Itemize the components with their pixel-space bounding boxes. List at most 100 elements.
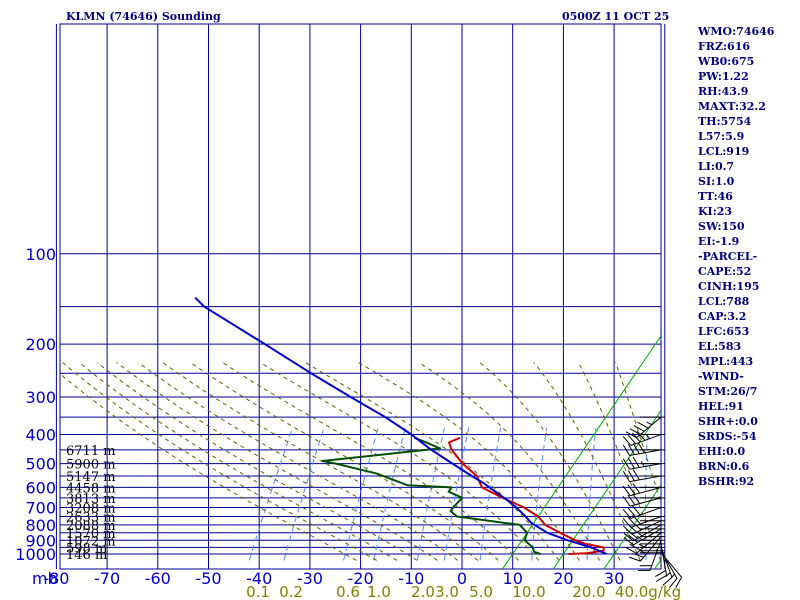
index-entry: MAXT:32.2 [698,100,766,113]
wind-barb-feather [632,483,641,494]
moist-adiabat [615,362,661,504]
wind-barb-feather [622,458,630,470]
pressure-tick-label: 900 [25,531,56,550]
wind-barb-feather [640,461,645,467]
mixing-ratio-label: 40.0g/kg [615,583,681,600]
dry-adiabat [501,335,661,569]
observation-time: 0500Z 11 OCT 25 [562,10,669,23]
temperature-tick-label: 10 [503,569,523,588]
moist-adiabat [96,362,418,561]
index-entry: KI:23 [698,205,733,218]
adiabats-and-mixing-lines [60,335,661,569]
index-entry: CAP:3.2 [698,310,747,323]
pressure-tick-label: 1000 [15,545,56,564]
dry-adiabat [603,484,661,569]
moist-adiabat [577,362,661,561]
moist-adiabat [259,361,540,561]
index-entry: WB0:675 [698,55,755,68]
temperature-tick-label: -70 [94,569,120,588]
moist-adiabat [189,361,499,561]
temperature-tick-label: -80 [43,569,69,588]
wind-barb-feather [632,443,640,454]
index-entry: FRZ:616 [698,40,751,53]
index-entry: TT:46 [698,190,733,203]
mixing-ratio-label: 2.0 [411,583,435,600]
height-label: 3813 m [66,492,116,507]
wind-barb-feather [622,436,632,446]
index-entry: PW:1.22 [698,70,749,83]
height-label: 2633 m [66,510,116,525]
wind-barb-feather [627,457,635,469]
index-entry: STM:26/7 [698,385,758,398]
wind-barb-feather [623,536,634,546]
wind-barb [630,434,662,446]
wind-barb-feather [655,569,666,577]
temperature-tick-label: -40 [246,569,272,588]
wind-barb-feather [636,525,642,531]
moist-adiabat [78,362,398,561]
dry-adiabat [552,409,661,569]
mixing-ratio-line [531,427,548,561]
temperature-tick-label: -10 [398,569,424,588]
wind-barb-feather [632,469,640,481]
wind-barb-feather [623,532,634,542]
index-entry: EL:583 [698,340,742,353]
index-entry: MPL:443 [698,355,754,368]
station-title: KLMN (74646) Sounding [66,10,221,23]
mixing-ratio-line [343,427,379,561]
mixing-ratio-line [479,427,502,561]
moist-adiabat [137,361,459,561]
wind-barb [629,486,662,497]
wind-barb-feather [669,578,678,589]
wind-barb-feather [628,556,641,562]
wind-barb-feather [627,507,637,518]
mixing-ratio-label: 0.1 [246,583,270,600]
mixing-ratio-line [283,427,325,561]
index-entry: LFC:653 [698,325,750,338]
wind-barb [633,524,662,542]
height-label: 2088 m [66,519,116,534]
wind-barb [633,528,662,546]
height-label: 3208 m [66,501,116,516]
wind-barb-feather [625,431,637,439]
wind-barb-feather [622,509,632,519]
wind-barb [636,532,662,554]
wind-barb [630,507,662,519]
index-entry: CAPE:52 [698,265,752,278]
height-label: 1072 m [66,534,116,549]
height-label: 5900 m [66,458,116,473]
index-entry: LI:0.7 [698,160,735,173]
wind-barb-feather [627,434,637,445]
index-entry: WMO:74646 [698,25,775,38]
moist-adiabat [222,361,519,561]
index-entry: TH:5754 [698,115,752,128]
wind-barb-feather [662,577,673,586]
wind-barb [629,463,662,470]
index-entry: SW:150 [698,220,745,233]
pressure-unit-label: mb [32,569,58,588]
wind-barb [636,416,662,439]
wind-barb-feather [636,531,643,537]
wind-barb-feather [655,574,667,582]
index-entry: EHI:0.0 [698,445,746,458]
mixing-ratio-label: 5.0 [469,583,493,600]
stability-indices-panel: WMO:74646 FRZ:616 WB0:675 PW:1.22 RH:43.9 MAX… [698,24,798,489]
mixing-ratio-label: 20.0 [572,583,605,600]
index-entry: LCL:919 [698,145,750,158]
moist-adiabat [479,362,621,561]
temperature-tick-label: -50 [195,569,221,588]
pressure-tick-label: 200 [25,335,56,354]
wind-barb-feather [627,444,635,455]
wind-barb [631,520,662,535]
height-label: 5147 m [66,470,116,485]
mixing-ratio-line [416,427,445,561]
mixing-ratio-label: 1.0 [367,583,391,600]
wind-barb-feather [636,430,646,441]
wind-barb [640,536,662,562]
wind-barb-feather [622,518,632,528]
wind-barb-feather [625,547,637,554]
height-label: 6711 m [66,444,116,459]
mixing-ratio-label: 10.0 [512,583,545,600]
